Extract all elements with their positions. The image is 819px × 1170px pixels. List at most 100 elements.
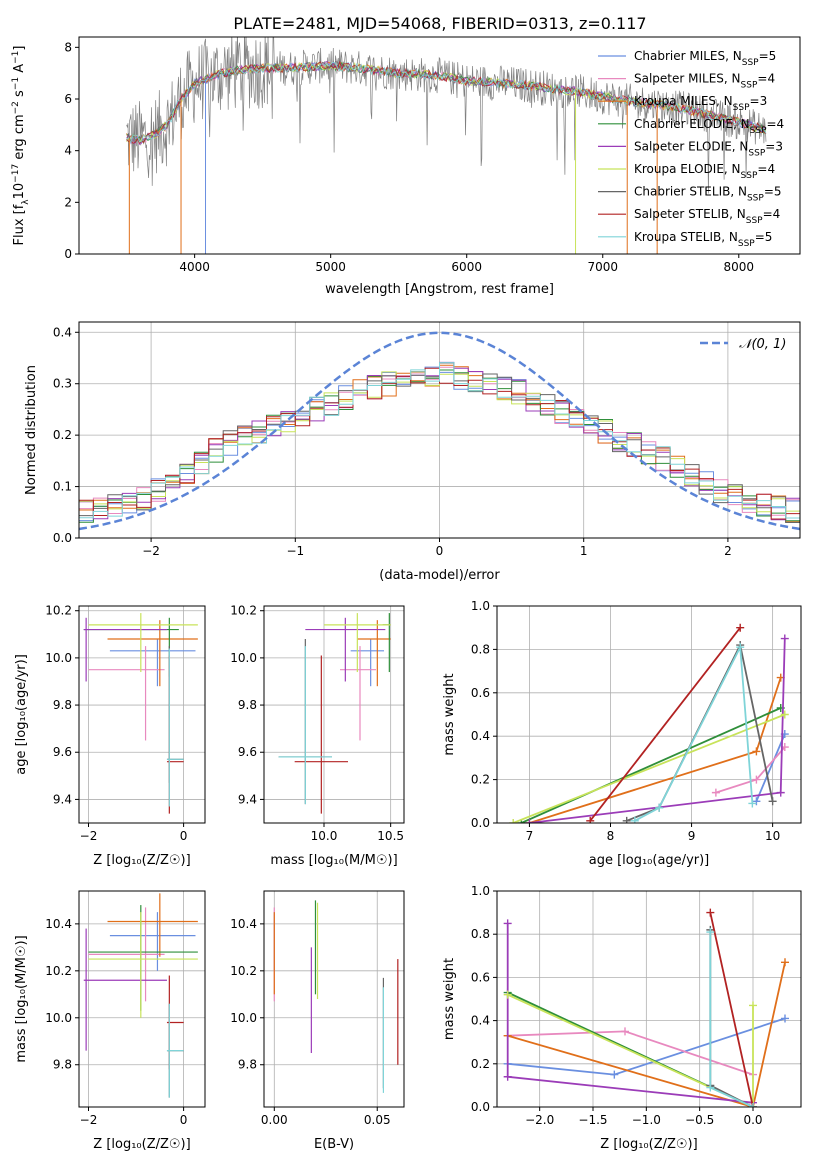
y-axis-label: mass [log₁₀(M/M☉)] xyxy=(14,935,29,1062)
weight-marker xyxy=(768,797,777,806)
y-tick-label: 8 xyxy=(64,40,72,54)
x-axis-label: wavelength [Angstrom, rest frame] xyxy=(325,282,554,297)
weight-line-3 xyxy=(507,962,786,1107)
weight-marker xyxy=(706,928,715,937)
x-tick-label: −1.0 xyxy=(632,1113,661,1127)
weight-marker xyxy=(711,788,720,797)
y-tick-label: 0.1 xyxy=(53,480,72,494)
plot-area xyxy=(273,900,399,1093)
weight-marker xyxy=(503,919,512,928)
y-tick-label: 0.2 xyxy=(471,1057,490,1071)
axes-frame xyxy=(78,36,801,255)
weight-marker xyxy=(748,799,757,808)
y-tick-label: 9.8 xyxy=(238,698,257,712)
y-tick-label: 0.4 xyxy=(53,325,72,339)
y-tick-label: 9.4 xyxy=(238,792,257,806)
y-tick-label: 1.0 xyxy=(471,884,490,898)
plot-area xyxy=(79,331,800,531)
x-tick-label: 0.05 xyxy=(364,1113,391,1127)
y-tick-label: 0.2 xyxy=(471,773,490,787)
weight-marker xyxy=(706,1083,715,1092)
weight-marker xyxy=(736,623,745,632)
legend-entry: Kroupa ELODIE, NSSP=4 xyxy=(634,162,775,181)
x-tick-label: 0 xyxy=(180,829,188,843)
weight-line-5 xyxy=(506,923,754,1104)
axes-frame xyxy=(496,605,802,824)
plot-area xyxy=(278,613,391,814)
weight-line-8 xyxy=(709,912,754,1107)
weight-marker xyxy=(706,908,715,917)
y-tick-label: 10.2 xyxy=(45,964,72,978)
x-tick-label: 8 xyxy=(607,829,615,843)
weight-line-8 xyxy=(589,627,741,822)
x-tick-label: −2.0 xyxy=(525,1113,554,1127)
histogram-9 xyxy=(79,362,800,519)
legend-entry: Chabrier MILES, NSSP=5 xyxy=(634,49,776,68)
plot-area xyxy=(83,893,198,1098)
y-tick-label: 0.6 xyxy=(471,970,490,984)
weight-marker xyxy=(509,819,518,823)
weight-marker xyxy=(781,1014,789,1023)
legend-entry: Salpeter STELIB, NSSP=4 xyxy=(634,207,780,226)
weight-marker xyxy=(610,1070,619,1079)
histogram-6 xyxy=(79,371,800,513)
x-axis-label: Z [log₁₀(Z/Z☉)] xyxy=(93,853,190,868)
y-tick-label: 0.8 xyxy=(471,642,490,656)
panel-3: −2 0 9.4 9.6 9.8 10.0 10.2 Z [log₁₀(Z/Z☉)] age [… xyxy=(14,604,206,868)
x-axis-label: age [log₁₀(age/yr)] xyxy=(589,853,710,868)
x-tick-label: 0.00 xyxy=(261,1113,288,1127)
x-tick-label: 6000 xyxy=(451,260,482,274)
y-tick-label: 0.3 xyxy=(53,377,72,391)
weight-line-6 xyxy=(512,713,786,823)
x-tick-label: 4000 xyxy=(179,260,210,274)
weight-line-4 xyxy=(520,707,782,823)
weight-marker xyxy=(781,958,789,967)
x-tick-label: 1 xyxy=(580,544,588,558)
x-tick-label: 10 xyxy=(765,829,780,843)
weight-line-6 xyxy=(507,993,754,1107)
y-tick-label: 10.0 xyxy=(45,1011,72,1025)
axes-frame xyxy=(263,605,405,824)
legend-entry: 𝒩(0, 1) xyxy=(739,337,786,352)
x-tick-label: −0.5 xyxy=(685,1113,714,1127)
weight-marker xyxy=(525,819,534,823)
y-axis-label: Normed distribution xyxy=(24,365,39,495)
y-tick-label: 0.4 xyxy=(471,729,490,743)
weight-line-7 xyxy=(626,642,774,822)
weight-line-9 xyxy=(634,643,754,822)
weight-marker xyxy=(749,1103,757,1107)
x-axis-label: (data-model)/error xyxy=(379,568,500,583)
weight-marker xyxy=(503,1072,512,1081)
panel-2: −2 −1 0 1 2 0.0 0.1 0.2 0.3 0.4 (data-model)/error… xyxy=(24,321,801,583)
x-tick-label: 10.5 xyxy=(377,829,404,843)
x-tick-label: −1 xyxy=(286,544,304,558)
y-tick-label: 10.0 xyxy=(45,651,72,665)
y-tick-label: 0 xyxy=(64,247,72,261)
weight-marker xyxy=(621,1027,629,1036)
weight-line-1 xyxy=(755,733,786,802)
axes-frame xyxy=(78,605,206,824)
x-axis-label: Z [log₁₀(Z/Z☉)] xyxy=(93,1137,190,1152)
y-tick-label: 0.6 xyxy=(471,686,490,700)
panel-7: 0.00 0.05 9.8 10.0 10.2 10.4 E(B-V) xyxy=(230,890,405,1152)
x-tick-label: −1.5 xyxy=(578,1113,607,1127)
axes-frame xyxy=(263,890,405,1108)
weight-marker xyxy=(749,1001,757,1010)
y-tick-label: 10.4 xyxy=(230,917,257,931)
weight-marker xyxy=(586,816,595,823)
plot-area xyxy=(126,37,767,254)
legend-entry: Chabrier ELODIE, NSSP=4 xyxy=(634,117,784,136)
model-spectrum-9 xyxy=(126,61,767,144)
axes-frame xyxy=(78,890,206,1108)
panel-4: 10.0 10.5 9.4 9.6 9.8 10.0 10.2 mass [log₁₀(M/M… xyxy=(230,604,405,868)
x-tick-label: 7000 xyxy=(587,260,618,274)
x-tick-label: −2 xyxy=(80,1113,98,1127)
legend-entry: Salpeter ELODIE, NSSP=3 xyxy=(634,139,783,158)
axes-frame xyxy=(496,890,802,1108)
panel-8: −2.0 −1.5 −1.0 −0.5 0.0 0.0 0.2 0.4 0.6 0.8 1.0 Z [… xyxy=(442,884,802,1152)
y-tick-label: 2 xyxy=(64,195,72,209)
x-tick-label: −2 xyxy=(80,829,98,843)
y-tick-label: 0.0 xyxy=(53,531,72,545)
y-tick-label: 0.0 xyxy=(471,816,490,830)
model-spectrum-8 xyxy=(126,60,767,145)
